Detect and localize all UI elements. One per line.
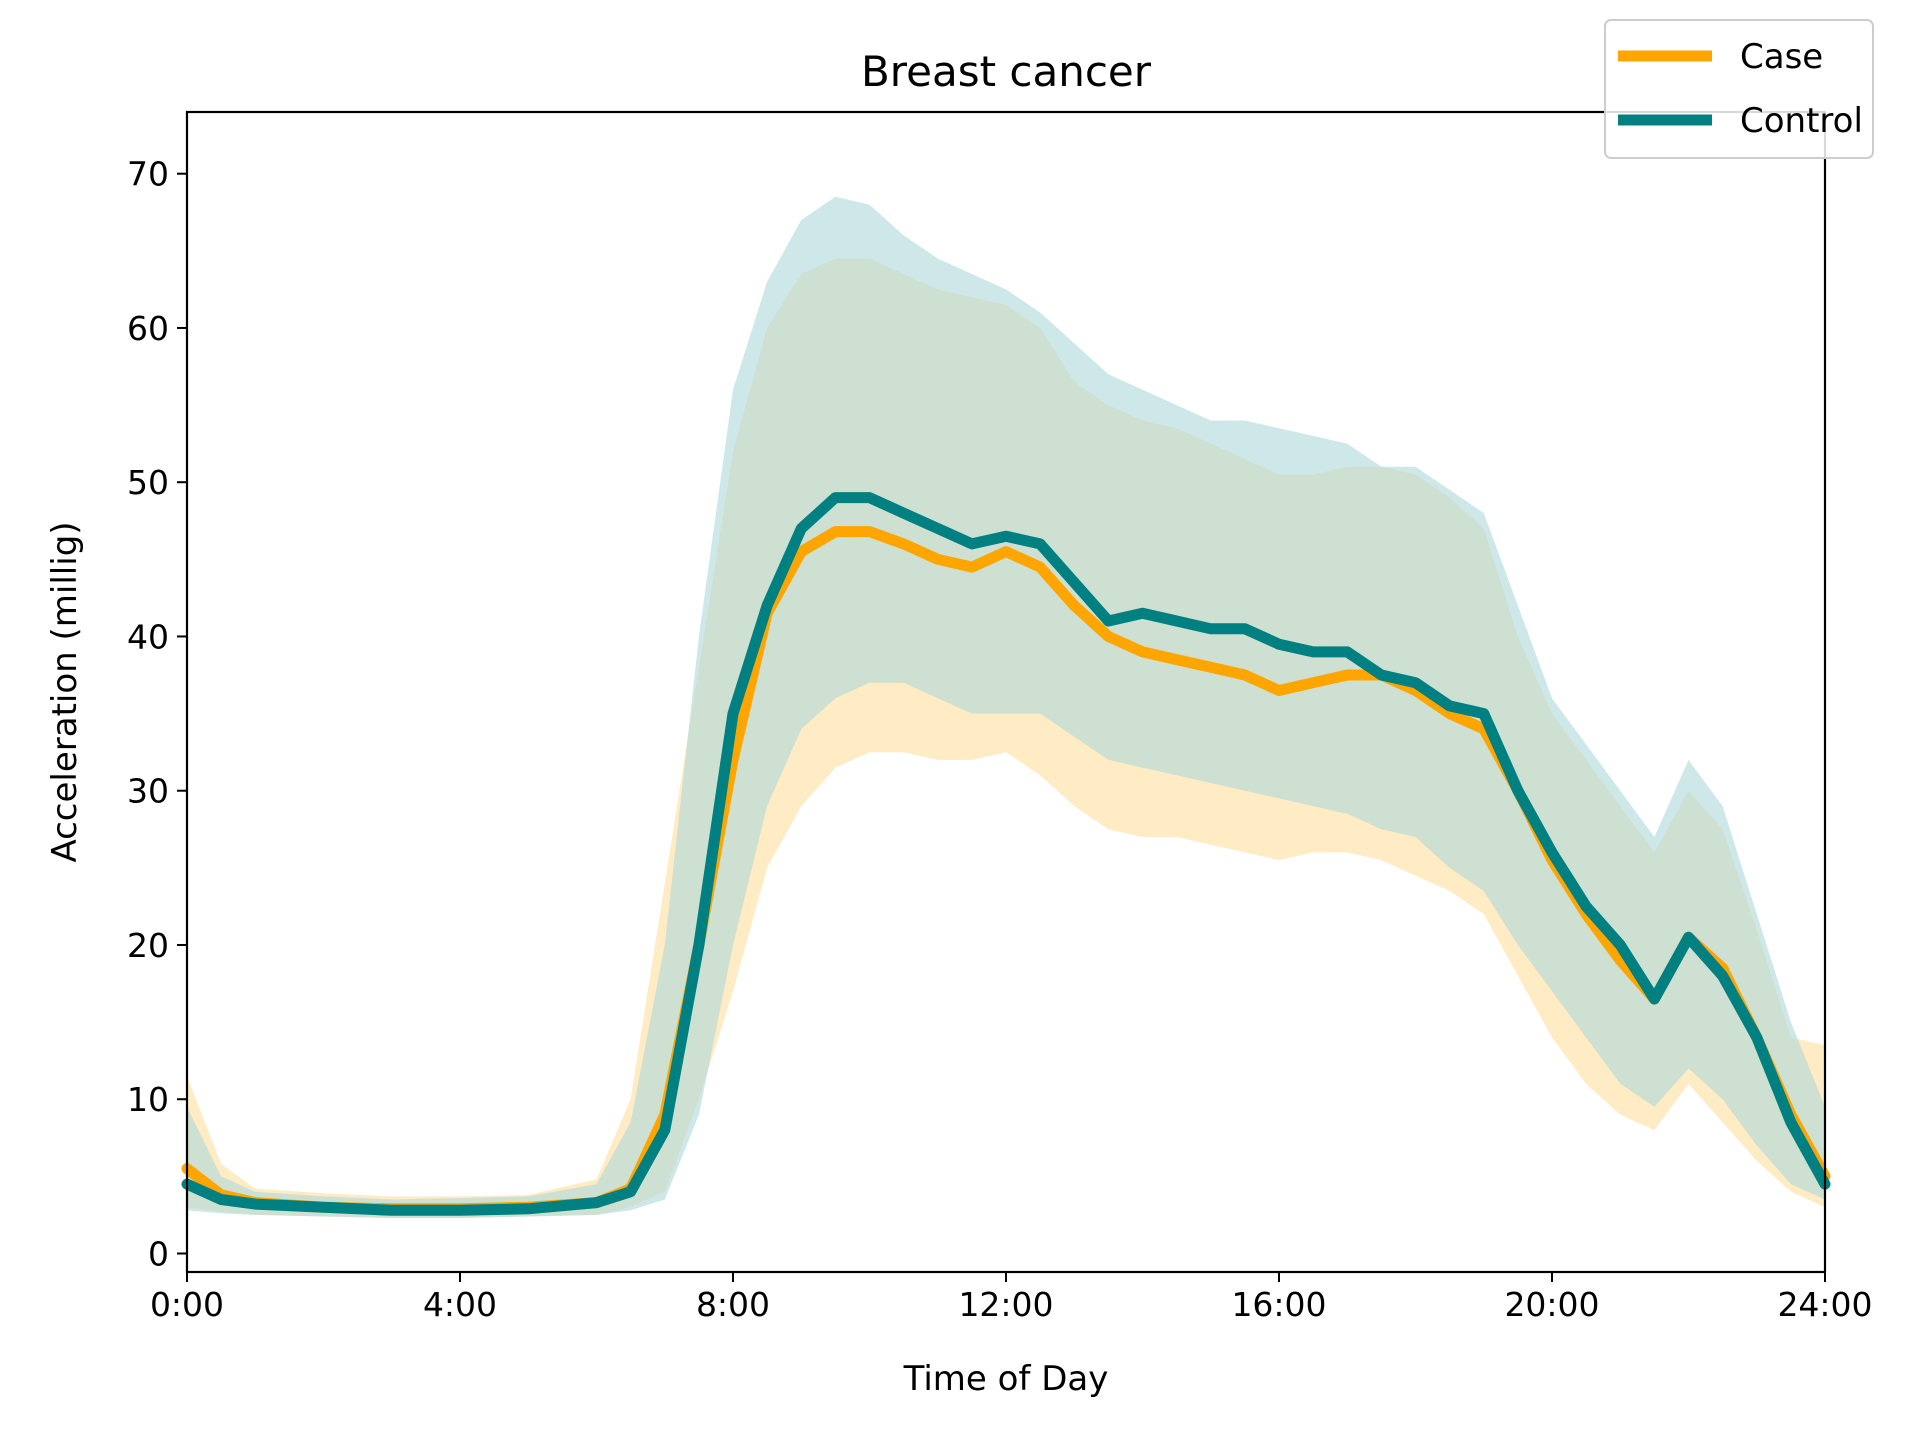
- x-tick-label: 20:00: [1504, 1285, 1599, 1324]
- y-tick-label: 70: [127, 155, 169, 194]
- x-tick-label: 12:00: [958, 1285, 1053, 1324]
- x-axis: 0:00 4:00 8:00 12:00 16:00 20:00 24:00: [150, 1272, 1873, 1324]
- series-lines: [181, 492, 1831, 1216]
- x-tick-label: 16:00: [1231, 1285, 1326, 1324]
- x-tick-label: 4:00: [423, 1285, 497, 1324]
- band-control: [187, 196, 1825, 1219]
- y-tick-label: 10: [127, 1080, 169, 1119]
- line-control: [181, 492, 1831, 1216]
- x-tick-label: 8:00: [696, 1285, 770, 1324]
- confidence-bands: [187, 196, 1825, 1219]
- y-tick-label: 60: [127, 309, 169, 348]
- chart-title: Breast cancer: [861, 47, 1152, 96]
- y-axis: 0 10 20 30 40 50 60 70: [127, 155, 187, 1273]
- y-tick-label: 50: [127, 463, 169, 502]
- legend-label-case: Case: [1740, 37, 1823, 77]
- y-tick-label: 20: [127, 926, 169, 965]
- x-axis-title: Time of Day: [903, 1359, 1109, 1399]
- x-tick-label: 0:00: [150, 1285, 224, 1324]
- x-tick-label: 24:00: [1777, 1285, 1872, 1324]
- y-tick-label: 0: [148, 1234, 169, 1273]
- legend: Case Control: [1604, 19, 1874, 159]
- y-tick-label: 30: [127, 772, 169, 811]
- legend-label-control: Control: [1740, 101, 1863, 141]
- y-axis-title: Acceleration (millig): [45, 521, 85, 862]
- y-tick-label: 40: [127, 617, 169, 656]
